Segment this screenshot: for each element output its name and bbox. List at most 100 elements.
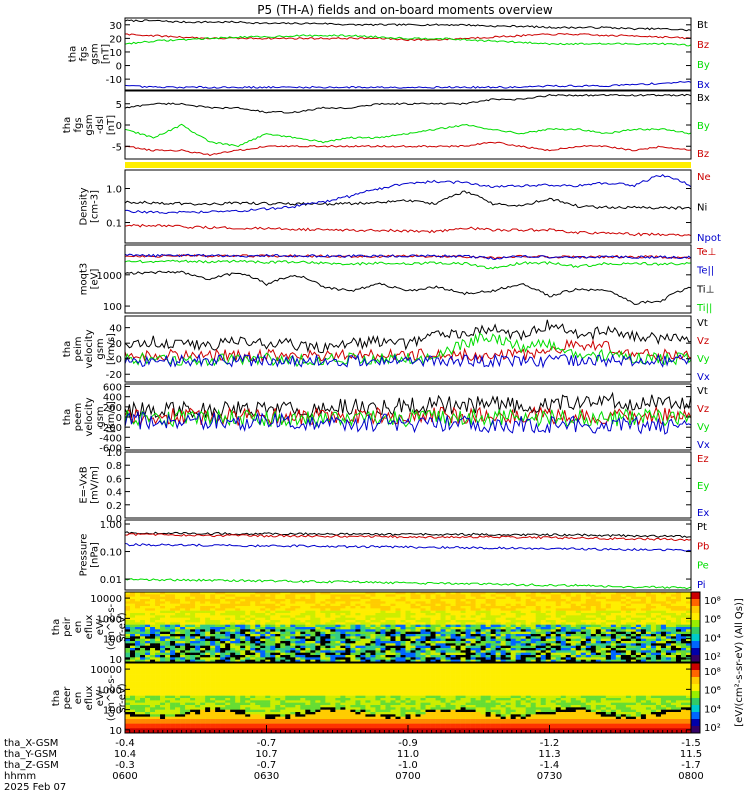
spectrogram-cell <box>330 695 336 699</box>
spectrogram-cell <box>265 655 271 658</box>
spectrogram-cell <box>335 650 341 653</box>
spectrogram-cell <box>135 599 141 602</box>
spectrogram-cell <box>310 667 316 671</box>
spectrogram-cell <box>290 641 296 644</box>
spectrogram-cell <box>290 601 296 604</box>
spectrogram-cell <box>280 672 286 675</box>
spectrogram-cell <box>245 594 251 597</box>
y-axis-label: [eV] <box>90 269 101 290</box>
spectrogram-cell <box>195 681 201 685</box>
spectrogram-cell <box>140 677 146 680</box>
spectrogram-cell <box>145 672 151 675</box>
spectrogram-cell <box>245 629 251 632</box>
spectrogram-cell <box>500 596 506 600</box>
spectrogram-cell <box>190 681 196 685</box>
spectrogram-cell <box>365 652 371 656</box>
spectrogram-cell <box>310 726 316 729</box>
spectrogram-cell <box>130 672 136 675</box>
spectrogram-cell <box>170 672 176 675</box>
spectrogram-cell <box>425 601 431 604</box>
spectrogram-cell <box>330 650 336 653</box>
spectrogram-cell <box>555 608 562 611</box>
spectrogram-cell <box>410 648 416 651</box>
spectrogram-cell <box>145 721 151 724</box>
spectrogram-cell <box>200 648 206 651</box>
spectrogram-cell <box>255 615 261 618</box>
spectrogram-cell <box>480 643 486 646</box>
spectrogram-cell <box>360 599 366 602</box>
spectrogram-cell <box>425 610 431 614</box>
spectrogram-cell <box>295 670 301 673</box>
spectrogram-cell <box>155 714 161 717</box>
spectrogram-cell <box>285 700 291 703</box>
spectrogram-cell <box>350 627 356 630</box>
spectrogram-cell <box>580 627 587 630</box>
spectrogram-cell <box>300 622 306 625</box>
spectrogram-cell <box>255 641 261 644</box>
spectrogram-cell <box>425 603 431 607</box>
spectrogram-cell <box>680 631 687 635</box>
spectrogram-cell <box>285 730 291 734</box>
spectrogram-cell <box>315 615 321 618</box>
spectrogram-cell <box>335 714 341 717</box>
series-line-blue <box>124 174 692 215</box>
spectrogram-cell <box>280 645 286 649</box>
spectrogram-cell <box>200 702 206 706</box>
spectrogram-cell <box>515 601 521 604</box>
spectrogram-cell <box>310 712 316 715</box>
spectrogram-cell <box>380 594 386 597</box>
spectrogram-cell <box>545 617 552 621</box>
spectrogram-cell <box>380 636 386 639</box>
spectrogram-cell <box>255 730 261 734</box>
spectrogram-cell <box>445 620 451 623</box>
spectrogram-cell <box>535 601 542 604</box>
spectrogram-cell <box>275 636 281 639</box>
spectrogram-cell <box>300 599 306 602</box>
spectrogram-cell <box>240 688 246 692</box>
spectrogram-cell <box>280 670 286 673</box>
spectrogram-cell <box>590 608 597 611</box>
spectrogram-cell <box>340 596 346 600</box>
spectrogram-cell <box>190 638 196 642</box>
spectrogram-cell <box>645 657 652 660</box>
spectrogram-cell <box>660 652 667 656</box>
spectrogram-cell <box>315 712 321 715</box>
spectrogram-cell <box>155 672 161 675</box>
spectrogram-cell <box>295 691 301 694</box>
y-tick-label: 40 <box>109 324 122 335</box>
spectrogram-cell <box>545 648 552 651</box>
spectrogram-cell <box>220 655 226 658</box>
spectrogram-cell <box>295 629 301 632</box>
spectrogram-cell <box>160 613 166 616</box>
spectrogram-cell <box>180 648 186 651</box>
spectrogram-cell <box>545 620 552 623</box>
spectrogram-cell <box>125 629 131 632</box>
spectrogram-cell <box>610 643 617 646</box>
spectrogram-cell <box>320 638 326 642</box>
spectrogram-cell <box>320 636 326 639</box>
spectrogram-cell <box>490 638 496 642</box>
spectrogram-cell <box>185 700 191 703</box>
spectrogram-cell <box>450 650 456 653</box>
spectrogram-cell <box>265 641 271 644</box>
spectrogram-cell <box>425 645 431 649</box>
spectrogram-cell <box>245 688 251 692</box>
spectrogram-cell <box>335 707 341 710</box>
spectrogram-cell <box>595 641 602 644</box>
spectrogram-cell <box>420 627 426 630</box>
spectrogram-cell <box>680 627 687 630</box>
spectrogram-cell <box>335 728 341 731</box>
spectrogram-cell <box>250 608 256 611</box>
spectrogram-cell <box>630 599 637 602</box>
spectrogram-cell <box>595 615 602 618</box>
spectrogram-cell <box>350 608 356 611</box>
legend-label: Vz <box>697 404 709 415</box>
spectrogram-cell <box>505 650 511 653</box>
spectrogram-cell <box>195 665 201 668</box>
spectrogram-cell <box>590 615 597 618</box>
spectrogram-cell <box>535 594 542 597</box>
spectrogram-cell <box>195 636 201 639</box>
spectrogram-cell <box>525 592 532 595</box>
spectrogram-cell <box>665 606 672 609</box>
